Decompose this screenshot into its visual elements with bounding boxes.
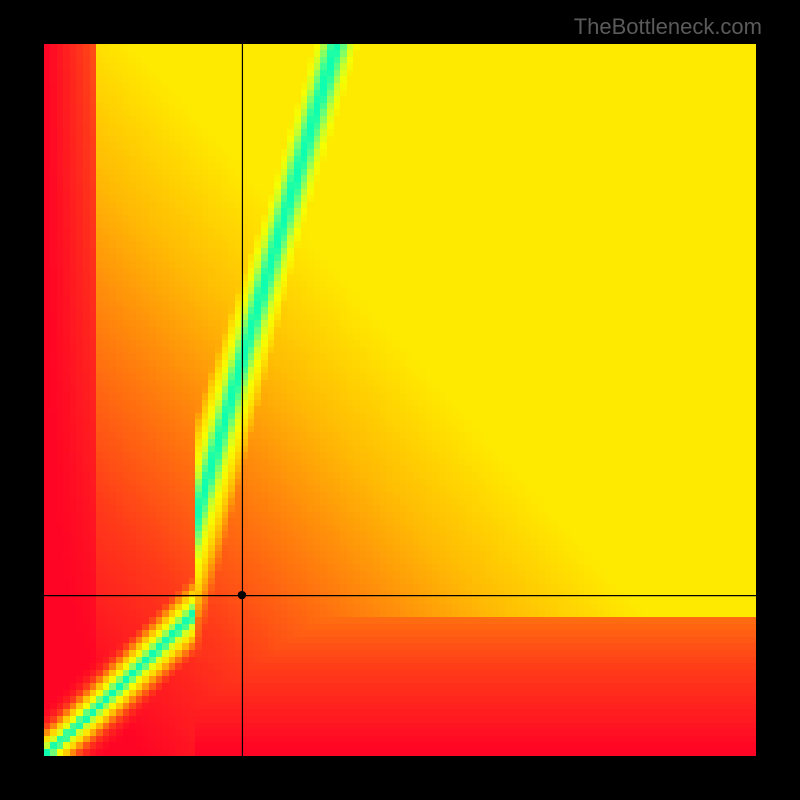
heatmap-canvas — [44, 44, 756, 756]
chart-container: TheBottleneck.com — [0, 0, 800, 800]
attribution-text: TheBottleneck.com — [574, 14, 762, 40]
